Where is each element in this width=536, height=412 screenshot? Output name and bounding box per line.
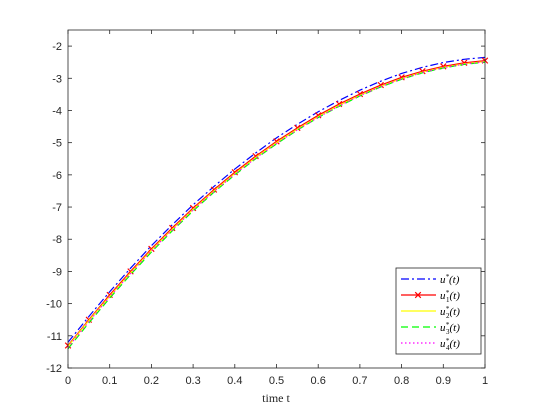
y-tick-label: -5 <box>52 138 62 150</box>
x-tick-label: 0.4 <box>227 375 242 387</box>
series-2-marker <box>210 186 218 193</box>
legend-label-2: u* 1(t) <box>440 289 460 304</box>
x-tick-label: 0.5 <box>269 375 284 387</box>
series-line-1 <box>67 56 486 343</box>
y-tick-label: -10 <box>46 299 62 311</box>
legend-label-1: u*(t) <box>440 273 460 286</box>
y-tick-label: -6 <box>52 170 62 182</box>
x-tick-label: 1 <box>482 375 488 387</box>
x-tick-label: 0.1 <box>102 375 117 387</box>
y-tick-label: -8 <box>52 234 62 246</box>
x-tick-label: 0.9 <box>436 375 451 387</box>
legend: u*(t) u* 1(t)u* 2(t)u* 3(t)u* 4(t) <box>395 267 482 355</box>
series-line-5 <box>67 61 486 348</box>
legend-label-3: u* 2(t) <box>440 305 460 320</box>
series-2-marker <box>148 245 155 253</box>
y-tick-label: -3 <box>52 73 62 85</box>
legend-label-4: u* 3(t) <box>440 321 460 336</box>
series-2-marker <box>273 138 280 145</box>
y-tick-label: -4 <box>52 105 62 117</box>
x-tick-label: 0 <box>65 375 71 387</box>
x-tick-label: 0.2 <box>144 375 159 387</box>
x-tick-label: 0.8 <box>394 375 409 387</box>
y-tick-label: -2 <box>52 41 62 53</box>
y-tick-label: -12 <box>46 363 62 375</box>
legend-label-5: u* 4(t) <box>440 337 460 352</box>
x-axis-label: time t <box>262 391 290 405</box>
x-tick-label: 0.7 <box>352 375 367 387</box>
y-tick-label: -7 <box>52 202 62 214</box>
x-tick-label: 0.6 <box>311 375 326 387</box>
series-layer <box>64 56 489 350</box>
y-tick-label: -9 <box>52 266 62 278</box>
y-tick-label: -11 <box>47 331 62 343</box>
axes-layer: 0 0.1 0.2 0.3 0.4 0.5 0.6 0.7 0.8 0.9 1 -12 -11 -10 -9… <box>46 29 488 387</box>
legend-marker <box>414 291 422 299</box>
x-tick-label: 0.3 <box>185 375 200 387</box>
